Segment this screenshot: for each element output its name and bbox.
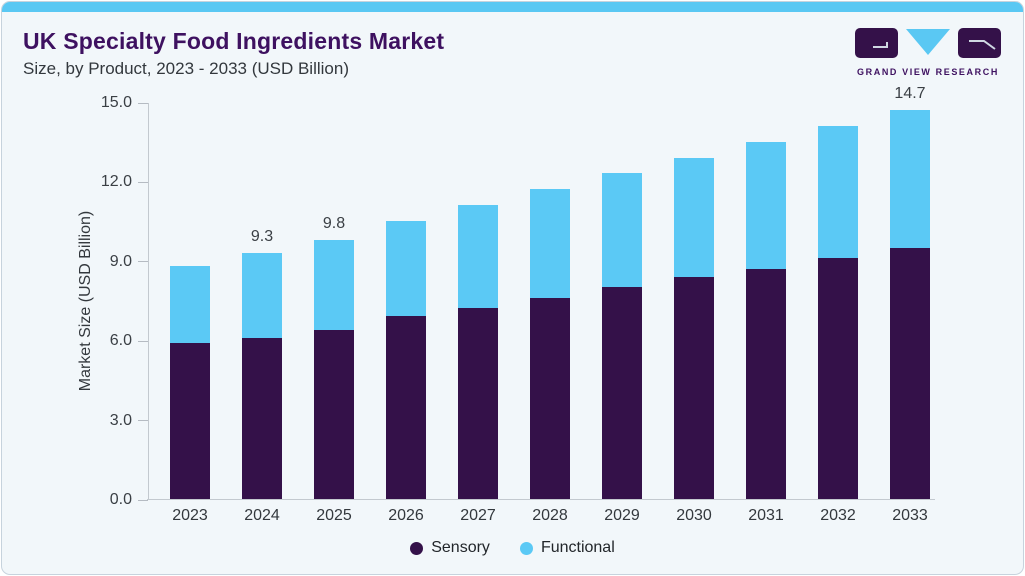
x-tick-label: 2028: [532, 507, 568, 524]
x-tick-label: 2032: [820, 507, 856, 524]
chart-subtitle: Size, by Product, 2023 - 2033 (USD Billi…: [23, 59, 349, 78]
bar-sensory-segment: [530, 297, 570, 499]
y-axis-title: Market Size (USD Billion): [77, 210, 94, 392]
bar-functional-segment: [458, 205, 498, 309]
bar-sensory-segment: [746, 268, 786, 499]
bar-functional-segment: [242, 252, 282, 338]
bar-functional-segment: [818, 125, 858, 259]
y-tick-mark: [138, 340, 148, 342]
bar-sensory-segment: [458, 308, 498, 499]
page-title: UK Specialty Food Ingredients Market: [23, 28, 445, 54]
bar-functional-segment: [602, 173, 642, 288]
x-tick-label: 2025: [316, 507, 352, 524]
y-tick-label: 9.0: [109, 252, 132, 270]
y-tick-label: 12.0: [100, 173, 132, 191]
x-axis-labels: 2023 2024 2025 2026 2027 2028 2029 2030 2031 2032…: [148, 507, 935, 527]
bar-functional-segment: [674, 157, 714, 277]
grand-view-research-logo: GRAND VIEW RESEARCH: [855, 28, 1001, 77]
y-tick-mark: [138, 261, 148, 263]
y-tick-mark: [138, 102, 148, 104]
x-tick-label: 2030: [676, 507, 712, 524]
bar-sensory-segment: [314, 329, 354, 499]
legend-label: Sensory: [431, 539, 490, 556]
y-tick-mark: [138, 420, 148, 422]
bar-functional-segment: [746, 141, 786, 269]
bar-functional-segment: [530, 189, 570, 298]
x-tick-label: 2026: [388, 507, 424, 524]
bar-functional-segment: [890, 109, 930, 248]
legend-swatch: [410, 541, 424, 555]
y-tick-label: 3.0: [109, 411, 132, 429]
bar-functional-segment: [386, 221, 426, 317]
x-tick-label: 2031: [748, 507, 784, 524]
bar-sensory-segment: [386, 316, 426, 499]
bar-functional-segment: [314, 239, 354, 330]
bar-sensory-segment: [818, 258, 858, 499]
plot-area: 0.0 3.0 6.0 9.0 12.0 15.0 9.3 9.8 14.7: [101, 85, 935, 508]
x-tick-label: 2024: [244, 507, 280, 524]
bar-total-label: 9.3: [250, 227, 274, 245]
bar-sensory-segment: [170, 342, 210, 499]
legend-label: Functional: [540, 539, 615, 556]
x-tick-label: 2027: [460, 507, 496, 524]
top-accent-bar: [2, 2, 1023, 12]
x-tick-label: 2023: [172, 507, 208, 524]
bar-sensory-segment: [674, 276, 714, 499]
x-tick-label: 2029: [604, 507, 640, 524]
bar-sensory-segment: [890, 247, 930, 499]
y-tick-label: 6.0: [109, 332, 132, 350]
x-tick-label: 2033: [892, 507, 928, 524]
y-tick-label: 0.0: [109, 491, 132, 508]
y-axis-line: [148, 103, 149, 500]
y-tick-mark: [138, 181, 148, 183]
gvr-logo-text: GRAND VIEW RESEARCH: [857, 67, 999, 77]
x-axis-line: [147, 499, 935, 500]
bar-functional-segment: [170, 266, 210, 343]
legend-item-sensory: Sensory: [410, 539, 490, 557]
y-tick-mark: [138, 499, 148, 501]
legend-swatch: [519, 541, 533, 555]
gvr-logo-icon: [855, 28, 1001, 58]
bar-total-label: 9.8: [322, 214, 346, 232]
legend: Sensory Functional: [2, 539, 1023, 557]
y-tick-label: 15.0: [100, 94, 132, 111]
bar-sensory-segment: [602, 287, 642, 499]
bar-total-label: 14.7: [894, 84, 926, 102]
legend-item-functional: Functional: [519, 539, 615, 557]
bar-sensory-segment: [242, 337, 282, 499]
